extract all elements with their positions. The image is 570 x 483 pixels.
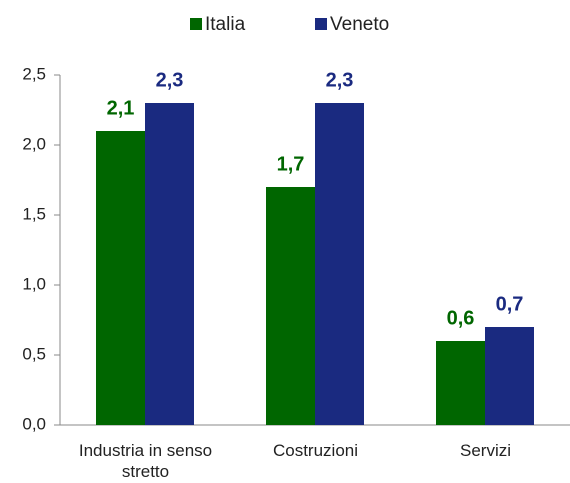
legend-swatch <box>315 18 327 30</box>
value-label: 2,1 <box>107 97 135 119</box>
x-tick-label: Industria in senso stretto <box>78 441 213 481</box>
value-label: 0,7 <box>496 293 524 315</box>
legend-label: Veneto <box>330 14 389 35</box>
bar <box>436 341 485 425</box>
x-tick-label: Costruzioni <box>272 441 359 460</box>
bar <box>485 327 534 425</box>
bar <box>145 103 194 425</box>
y-tick-label: 2,5 <box>22 64 46 83</box>
value-label: 0,6 <box>447 307 475 329</box>
value-label: 2,3 <box>326 69 354 91</box>
bar <box>315 103 364 425</box>
y-tick-label: 1,5 <box>22 204 46 223</box>
x-tick-label: Servizi <box>459 441 511 460</box>
y-tick-label: 2,0 <box>22 134 46 153</box>
bar <box>96 131 145 425</box>
value-label: 1,7 <box>277 153 305 175</box>
y-tick-label: 1,0 <box>22 274 46 293</box>
y-tick-label: 0,5 <box>22 344 46 363</box>
y-tick-label: 0,0 <box>22 414 46 433</box>
value-label: 2,3 <box>156 69 184 91</box>
legend-swatch <box>190 18 202 30</box>
bar <box>266 187 315 425</box>
legend-label: Italia <box>205 14 246 35</box>
